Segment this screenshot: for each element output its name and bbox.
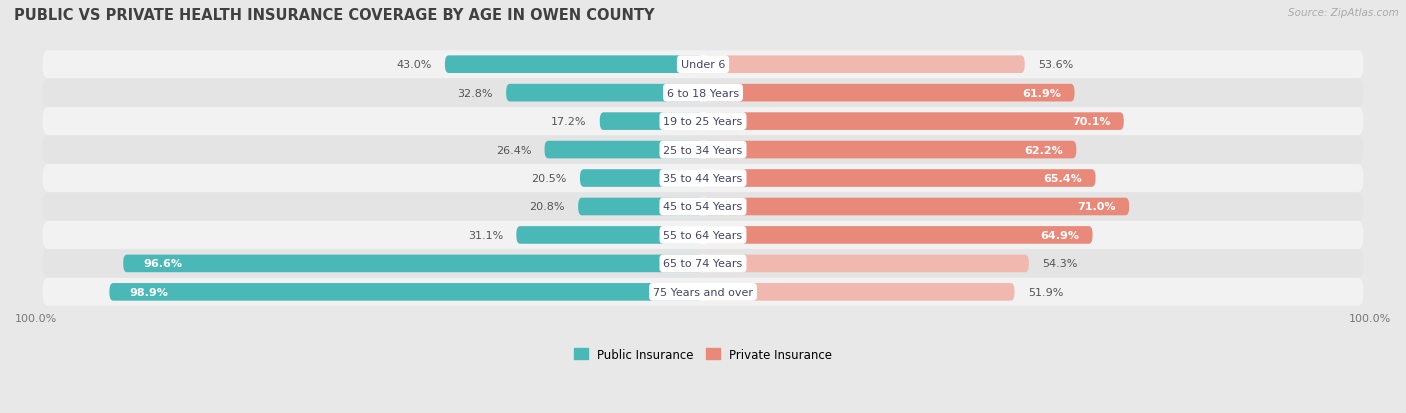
FancyBboxPatch shape	[110, 283, 703, 301]
FancyBboxPatch shape	[578, 198, 703, 216]
FancyBboxPatch shape	[544, 141, 703, 159]
Text: 62.2%: 62.2%	[1024, 145, 1063, 155]
FancyBboxPatch shape	[703, 85, 1074, 102]
FancyBboxPatch shape	[42, 136, 1364, 164]
FancyBboxPatch shape	[506, 85, 703, 102]
Text: 31.1%: 31.1%	[468, 230, 503, 240]
FancyBboxPatch shape	[42, 221, 1364, 249]
Text: Under 6: Under 6	[681, 60, 725, 70]
FancyBboxPatch shape	[42, 250, 1364, 278]
FancyBboxPatch shape	[42, 80, 1364, 107]
FancyBboxPatch shape	[703, 56, 1025, 74]
Text: 65.4%: 65.4%	[1043, 173, 1083, 184]
FancyBboxPatch shape	[42, 165, 1364, 192]
Text: 25 to 34 Years: 25 to 34 Years	[664, 145, 742, 155]
FancyBboxPatch shape	[703, 141, 1077, 159]
Legend: Public Insurance, Private Insurance: Public Insurance, Private Insurance	[574, 348, 832, 361]
FancyBboxPatch shape	[124, 255, 703, 273]
Text: 20.8%: 20.8%	[529, 202, 565, 212]
Text: 96.6%: 96.6%	[143, 259, 183, 269]
Text: 6 to 18 Years: 6 to 18 Years	[666, 88, 740, 98]
Text: 70.1%: 70.1%	[1071, 117, 1111, 127]
Text: 26.4%: 26.4%	[496, 145, 531, 155]
Text: 65 to 74 Years: 65 to 74 Years	[664, 259, 742, 269]
Text: 64.9%: 64.9%	[1040, 230, 1080, 240]
Text: 98.9%: 98.9%	[129, 287, 169, 297]
FancyBboxPatch shape	[703, 113, 1123, 131]
FancyBboxPatch shape	[42, 108, 1364, 136]
Text: 53.6%: 53.6%	[1038, 60, 1073, 70]
Text: PUBLIC VS PRIVATE HEALTH INSURANCE COVERAGE BY AGE IN OWEN COUNTY: PUBLIC VS PRIVATE HEALTH INSURANCE COVER…	[14, 8, 655, 23]
Text: 19 to 25 Years: 19 to 25 Years	[664, 117, 742, 127]
Text: 43.0%: 43.0%	[396, 60, 432, 70]
Text: 17.2%: 17.2%	[551, 117, 586, 127]
Text: 75 Years and over: 75 Years and over	[652, 287, 754, 297]
Text: 55 to 64 Years: 55 to 64 Years	[664, 230, 742, 240]
FancyBboxPatch shape	[703, 283, 1015, 301]
Text: 54.3%: 54.3%	[1042, 259, 1077, 269]
Text: 32.8%: 32.8%	[457, 88, 492, 98]
Text: 61.9%: 61.9%	[1022, 88, 1062, 98]
FancyBboxPatch shape	[42, 278, 1364, 306]
FancyBboxPatch shape	[703, 170, 1095, 188]
FancyBboxPatch shape	[600, 113, 703, 131]
FancyBboxPatch shape	[516, 227, 703, 244]
FancyBboxPatch shape	[579, 170, 703, 188]
Text: 71.0%: 71.0%	[1077, 202, 1116, 212]
Text: 35 to 44 Years: 35 to 44 Years	[664, 173, 742, 184]
FancyBboxPatch shape	[703, 255, 1029, 273]
Text: 20.5%: 20.5%	[531, 173, 567, 184]
Text: Source: ZipAtlas.com: Source: ZipAtlas.com	[1288, 8, 1399, 18]
Text: 45 to 54 Years: 45 to 54 Years	[664, 202, 742, 212]
FancyBboxPatch shape	[42, 51, 1364, 79]
FancyBboxPatch shape	[703, 198, 1129, 216]
FancyBboxPatch shape	[444, 56, 703, 74]
Text: 51.9%: 51.9%	[1028, 287, 1063, 297]
FancyBboxPatch shape	[42, 193, 1364, 221]
FancyBboxPatch shape	[703, 227, 1092, 244]
